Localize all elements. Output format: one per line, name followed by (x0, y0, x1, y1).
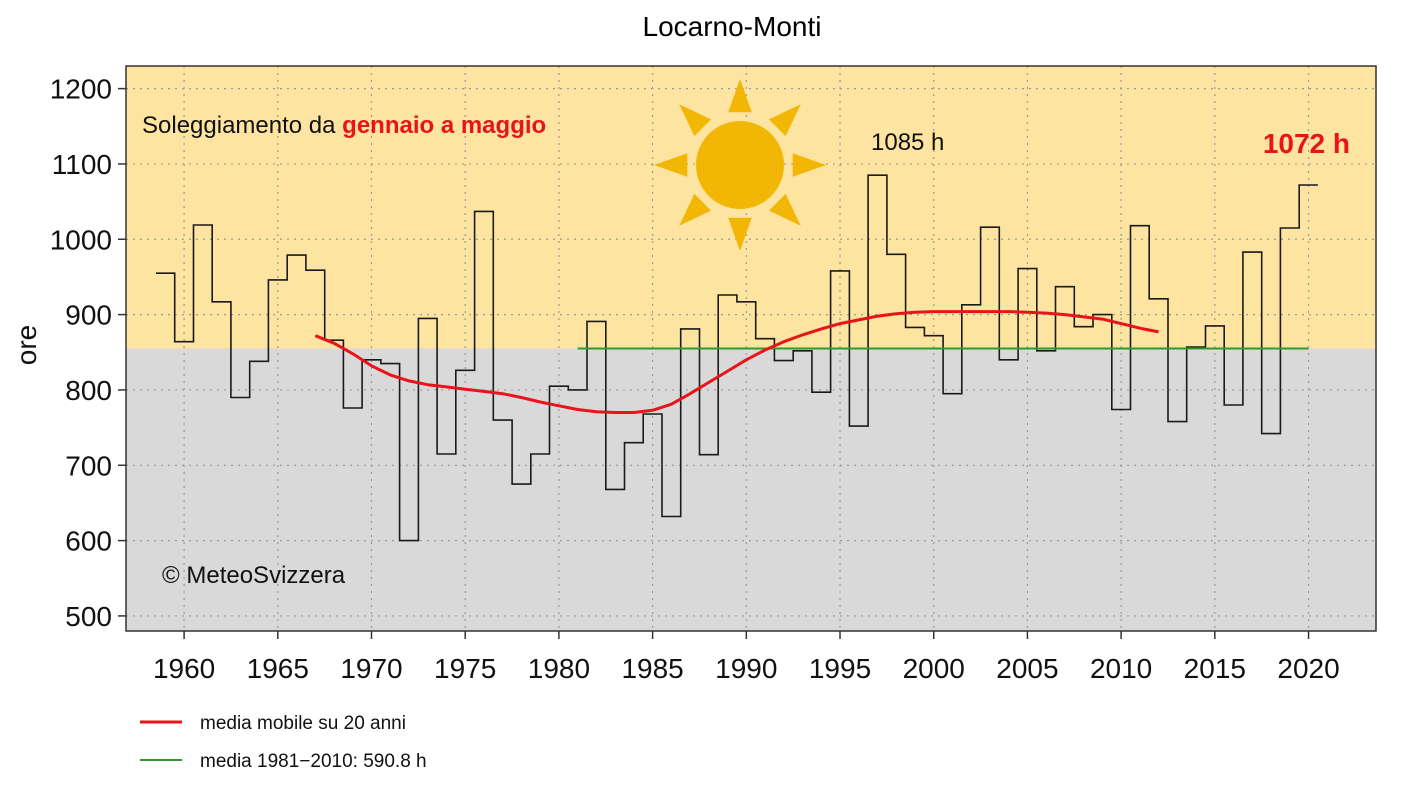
x-tick-label: 1960 (153, 653, 215, 684)
sun-disc (696, 121, 784, 209)
y-tick-label: 1000 (50, 224, 112, 255)
copyright-label: © MeteoSvizzera (162, 562, 346, 589)
x-tick-label: 1970 (340, 653, 402, 684)
sun-ray (768, 193, 801, 226)
legend-reference: media 1981−2010: 590.8 h (200, 751, 427, 772)
y-tick-label: 800 (65, 375, 112, 406)
y-tick-label: 1100 (52, 149, 112, 180)
x-tick-label: 2015 (1184, 653, 1246, 684)
x-tick-label: 1985 (621, 653, 683, 684)
subtitle: Soleggiamento da gennaio a maggio (142, 112, 546, 139)
y-tick-label: 900 (65, 300, 112, 331)
x-tick-label: 2000 (903, 653, 965, 684)
series-layer (156, 174, 1318, 542)
last-value-label: 1072 h (1263, 128, 1350, 159)
sun-ray (728, 79, 752, 113)
axes: 500 600 700 800 900 1000 1100 1200 1960 1965 1970 1… (50, 65, 1377, 684)
subtitle-highlight: gennaio a maggio (342, 112, 546, 139)
x-tick-label: 1980 (528, 653, 590, 684)
y-tick-label: 1200 (50, 74, 112, 105)
chart-title: Locarno-Monti (643, 11, 822, 42)
x-tick-label: 1990 (715, 653, 777, 684)
legend: media mobile su 20 anni media 1981−2010:… (140, 713, 427, 772)
y-tick-label: 600 (65, 526, 112, 557)
x-tick-label: 2010 (1090, 653, 1152, 684)
plot-frame (125, 65, 1377, 632)
x-tick-label: 2020 (1277, 653, 1339, 684)
y-axis-label: ore (11, 325, 42, 365)
y-tick-label: 700 (65, 450, 112, 481)
x-tick-label: 1965 (247, 653, 309, 684)
grid-lines (126, 66, 1376, 631)
x-tick-label: 1975 (434, 653, 496, 684)
sun-ray (679, 104, 712, 137)
legend-moving-average: media mobile su 20 anni (200, 713, 406, 734)
sun-ray (679, 193, 712, 226)
sun-ray (654, 153, 688, 177)
y-tick-label: 500 (65, 601, 112, 632)
subtitle-prefix: Soleggiamento da (142, 112, 342, 139)
sun-ray (792, 153, 826, 177)
sun-ray (768, 104, 801, 137)
sun-icon (654, 79, 826, 251)
peak-label: 1085 h (871, 129, 944, 156)
x-tick-label: 2005 (996, 653, 1058, 684)
annual-sunshine-steps (156, 174, 1318, 542)
sun-ray (728, 217, 752, 251)
moving-average-line (314, 310, 1159, 414)
x-tick-label: 1995 (809, 653, 871, 684)
